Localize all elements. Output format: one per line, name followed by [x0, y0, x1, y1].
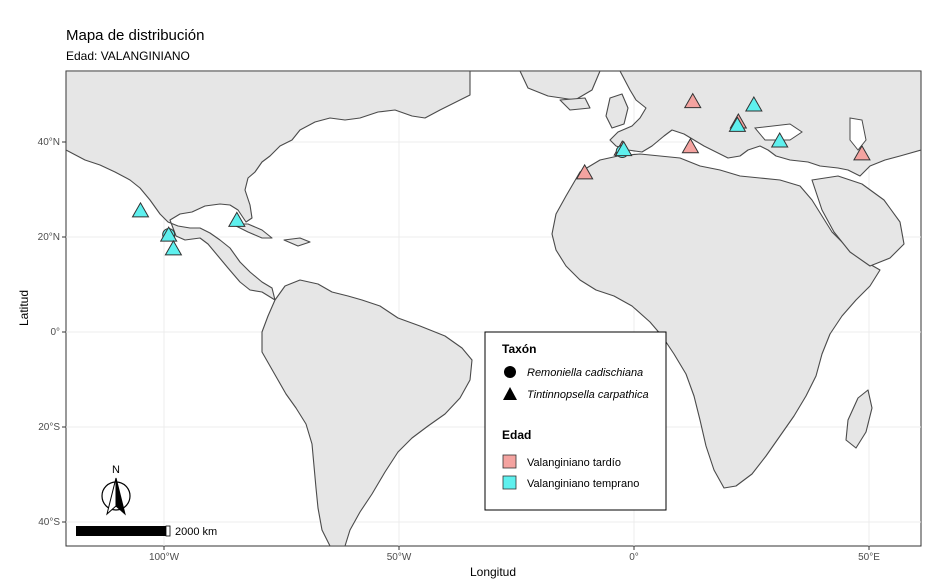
legend-age-title: Edad: [502, 428, 531, 442]
point-tintinnopsella: [744, 95, 763, 112]
y-tick-label: 20°N: [38, 232, 60, 243]
north-arrow-label: N: [112, 464, 120, 476]
point-tintinnopsella: [728, 116, 747, 132]
land-layer: [66, 71, 921, 546]
point-tintinnopsella: [853, 144, 871, 161]
north-arrow-right: [115, 477, 126, 516]
land-hispaniola: [283, 237, 311, 247]
x-axis-label: Longitud: [470, 565, 516, 579]
land-africa: [551, 153, 881, 489]
point-tintinnopsella: [131, 201, 150, 218]
land-madagascar: [845, 389, 873, 449]
y-tick-label: 20°S: [38, 422, 60, 433]
point-tintinnopsella: [681, 137, 700, 154]
point-tintinnopsella: [159, 226, 178, 242]
legend-taxon-2: Tintinnopsella carpathica: [527, 389, 649, 401]
land-north-america: [66, 71, 471, 301]
legend-taxon-1: Remoniella cadischiana: [527, 367, 643, 379]
legend-taxon-title: Taxón: [502, 342, 536, 356]
y-axis-ticks: 40°N 20°N 0° 20°S 40°S: [38, 137, 66, 528]
legend-age-1: Valanginiano tardío: [527, 457, 621, 469]
point-tintinnopsella: [164, 239, 183, 256]
legend-circle-symbol: [504, 366, 516, 378]
legend: Taxón Remoniella cadischiana Tintinnopse…: [484, 331, 667, 511]
scale-bar-label: 2000 km: [175, 526, 217, 538]
legend-triangle-symbol: [503, 387, 517, 400]
point-tintinnopsella: [227, 211, 246, 227]
land-britain: [605, 93, 629, 129]
scale-bar-black: [76, 526, 166, 536]
legend-age-2: Valanginiano temprano: [527, 478, 639, 490]
land-south-america: [261, 279, 473, 546]
land-cuba: [231, 223, 273, 239]
x-tick-label: 50°W: [387, 552, 412, 563]
y-axis-label: Latitud: [17, 290, 31, 326]
scale-bar-white: [165, 525, 171, 537]
occurrence-points: [131, 92, 871, 256]
point-tintinnopsella: [683, 92, 702, 109]
x-tick-label: 100°W: [149, 552, 180, 563]
north-arrow: N: [101, 464, 131, 516]
point-tintinnopsella: [614, 140, 633, 157]
y-tick-label: 40°S: [38, 517, 60, 528]
y-tick-label: 0°: [50, 327, 60, 338]
point-tintinnopsella: [575, 163, 594, 180]
x-axis-ticks: 100°W 50°W 0° 50°E: [149, 546, 880, 563]
map-title: Mapa de distribución: [66, 27, 204, 44]
x-tick-label: 50°E: [858, 552, 880, 563]
map-subtitle: Edad: VALANGINIANO: [66, 49, 190, 63]
legend-swatch-tardio: [502, 454, 517, 469]
land-iceland: [559, 97, 591, 111]
legend-swatch-temprano: [502, 475, 517, 490]
y-tick-label: 40°N: [38, 137, 60, 148]
x-tick-label: 0°: [629, 552, 639, 563]
scale-bar: 2000 km: [76, 525, 217, 538]
land-eurasia: [609, 71, 921, 177]
point-tintinnopsella: [770, 132, 789, 148]
land-arabia: [811, 175, 905, 267]
